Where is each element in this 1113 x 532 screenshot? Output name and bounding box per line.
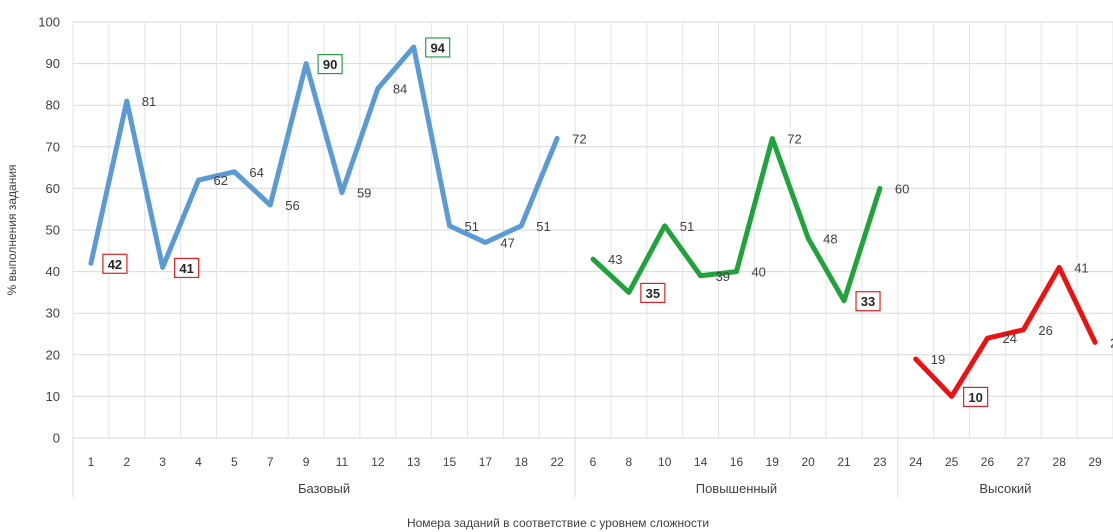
data-label: 42 xyxy=(108,257,122,272)
y-tick-label: 0 xyxy=(53,431,60,446)
data-label-box xyxy=(174,257,200,279)
x-tick-label: 14 xyxy=(694,455,708,469)
x-tick-label: 29 xyxy=(1088,455,1102,469)
data-label: 81 xyxy=(142,94,156,109)
data-labels: 42 81 41 62 64 56 90 59 84 94 51 47 51 72 43 35 51 39 40 72… xyxy=(102,37,1113,407)
y-axis-title: % выполнения задания xyxy=(5,164,19,295)
data-label: 2 xyxy=(1110,335,1113,350)
x-tick-label: 28 xyxy=(1053,455,1067,469)
x-tick-label: 10 xyxy=(658,455,672,469)
data-label: 51 xyxy=(680,219,694,234)
group-label: Повышенный xyxy=(696,481,777,496)
x-tick-label: 15 xyxy=(443,455,457,469)
grid xyxy=(72,21,1113,439)
x-tick-label: 3 xyxy=(159,455,166,469)
x-tick-label: 8 xyxy=(626,455,633,469)
y-tick-label: 90 xyxy=(46,56,60,71)
data-label: 51 xyxy=(536,219,550,234)
x-tick-label: 24 xyxy=(909,455,923,469)
y-axis-ticks: 0 10 20 30 40 50 60 70 80 90 100 xyxy=(38,15,60,446)
y-tick-label: 40 xyxy=(46,264,60,279)
data-label: 56 xyxy=(285,198,299,213)
data-label: 72 xyxy=(572,131,586,146)
data-label: 72 xyxy=(787,131,801,146)
x-tick-label: 5 xyxy=(231,455,238,469)
series-lines xyxy=(88,44,1098,399)
series-line xyxy=(590,135,883,304)
x-tick-label: 21 xyxy=(837,455,851,469)
y-tick-label: 20 xyxy=(46,347,60,362)
group-label: Базовый xyxy=(298,481,350,496)
data-label: 41 xyxy=(179,261,193,276)
data-label: 47 xyxy=(500,235,514,250)
data-label-box xyxy=(640,282,666,303)
x-tick-label: 12 xyxy=(371,455,385,469)
y-tick-label: 60 xyxy=(46,181,60,196)
data-label-box xyxy=(317,53,343,75)
data-label: 84 xyxy=(393,82,407,97)
x-tick-label: 7 xyxy=(267,455,274,469)
x-tick-label: 26 xyxy=(981,455,995,469)
x-tick-label: 11 xyxy=(336,455,349,469)
data-label: 59 xyxy=(357,186,371,201)
y-tick-label: 10 xyxy=(46,389,60,404)
y-tick-label: 50 xyxy=(46,223,60,238)
x-tick-label: 9 xyxy=(303,455,310,469)
y-tick-label: 100 xyxy=(38,15,60,30)
data-label: 24 xyxy=(1002,331,1016,346)
x-tick-label: 18 xyxy=(515,455,529,469)
data-label: 19 xyxy=(931,352,945,367)
data-label: 10 xyxy=(968,390,982,405)
x-tick-label: 23 xyxy=(873,455,887,469)
data-label-box xyxy=(963,386,989,407)
x-tick-label: 4 xyxy=(195,455,202,469)
series-line xyxy=(913,264,1098,399)
y-tick-label: 70 xyxy=(46,139,60,154)
data-label: 35 xyxy=(646,286,660,301)
x-tick-label: 6 xyxy=(590,455,597,469)
x-tick-label: 22 xyxy=(550,455,564,469)
x-tick-label: 19 xyxy=(766,455,780,469)
x-tick-label: 2 xyxy=(123,455,130,469)
group-label: Высокий xyxy=(979,481,1031,496)
x-tick-label: 16 xyxy=(730,455,744,469)
data-label-box xyxy=(855,291,881,312)
x-tick-label: 25 xyxy=(945,455,959,469)
data-label-box xyxy=(102,253,128,274)
data-label: 39 xyxy=(716,269,730,284)
data-label: 60 xyxy=(895,181,909,196)
x-axis: 1 2 3 4 5 7 9 11 12 13 15 17 18 22 6 8 10 14 16 19 20 21 23 24 2… xyxy=(72,438,1102,497)
x-tick-label: 27 xyxy=(1017,455,1031,469)
x-tick-label: 1 xyxy=(88,455,95,469)
x-axis-title: Номера заданий в соответствие с уровнем … xyxy=(407,516,709,530)
data-label: 48 xyxy=(823,231,837,246)
x-tick-label: 13 xyxy=(407,455,421,469)
x-tick-label: 20 xyxy=(801,455,815,469)
data-label: 62 xyxy=(214,173,228,188)
data-label: 26 xyxy=(1038,323,1052,338)
data-label: 51 xyxy=(465,219,479,234)
y-tick-label: 80 xyxy=(46,98,60,113)
series-line xyxy=(88,44,560,270)
data-label-box xyxy=(425,37,451,58)
data-label: 43 xyxy=(608,252,622,267)
data-label: 40 xyxy=(751,265,765,280)
y-tick-label: 30 xyxy=(46,306,60,321)
data-label: 41 xyxy=(1074,260,1088,275)
data-label: 90 xyxy=(323,57,337,72)
data-label: 64 xyxy=(249,165,263,180)
x-tick-label: 17 xyxy=(479,455,493,469)
data-label: 94 xyxy=(430,40,445,55)
data-label: 33 xyxy=(861,294,875,309)
